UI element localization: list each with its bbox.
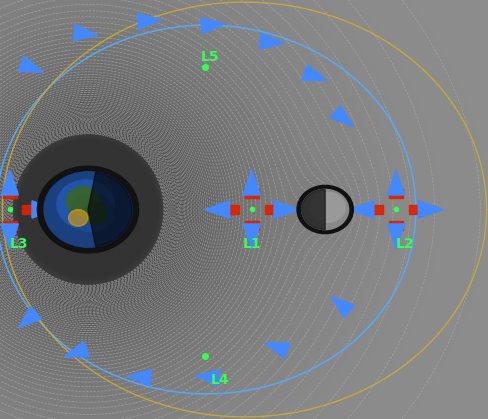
Polygon shape bbox=[408, 205, 422, 214]
Polygon shape bbox=[330, 296, 353, 318]
Circle shape bbox=[70, 194, 114, 232]
Polygon shape bbox=[301, 65, 326, 80]
Wedge shape bbox=[88, 172, 132, 247]
Circle shape bbox=[301, 189, 348, 230]
Polygon shape bbox=[243, 224, 260, 249]
Polygon shape bbox=[22, 205, 36, 214]
Circle shape bbox=[309, 192, 345, 222]
Polygon shape bbox=[417, 201, 443, 218]
Polygon shape bbox=[137, 14, 161, 30]
Text: L4: L4 bbox=[210, 373, 229, 387]
Polygon shape bbox=[1, 170, 19, 195]
Polygon shape bbox=[18, 57, 43, 72]
Text: L2: L2 bbox=[395, 237, 413, 251]
Polygon shape bbox=[201, 18, 224, 34]
Circle shape bbox=[83, 203, 107, 224]
Text: L1: L1 bbox=[242, 237, 261, 251]
Polygon shape bbox=[244, 189, 258, 198]
Circle shape bbox=[68, 210, 88, 226]
Polygon shape bbox=[244, 221, 258, 230]
Polygon shape bbox=[386, 224, 404, 249]
Circle shape bbox=[296, 185, 353, 234]
Polygon shape bbox=[204, 201, 229, 218]
Polygon shape bbox=[3, 189, 17, 198]
Polygon shape bbox=[388, 189, 402, 198]
Circle shape bbox=[66, 187, 100, 215]
Polygon shape bbox=[273, 201, 299, 218]
Polygon shape bbox=[1, 224, 19, 249]
Polygon shape bbox=[18, 307, 41, 328]
Polygon shape bbox=[348, 201, 373, 218]
Circle shape bbox=[44, 172, 132, 247]
Polygon shape bbox=[3, 221, 17, 230]
Polygon shape bbox=[195, 370, 219, 386]
Circle shape bbox=[37, 166, 138, 253]
Polygon shape bbox=[74, 25, 98, 41]
Text: L5: L5 bbox=[201, 50, 219, 64]
Polygon shape bbox=[264, 205, 278, 214]
Polygon shape bbox=[259, 33, 283, 49]
Polygon shape bbox=[264, 343, 289, 358]
Circle shape bbox=[57, 180, 114, 229]
Polygon shape bbox=[64, 341, 89, 357]
Polygon shape bbox=[386, 170, 404, 195]
Polygon shape bbox=[330, 106, 353, 127]
Wedge shape bbox=[301, 189, 325, 230]
Polygon shape bbox=[225, 205, 239, 214]
Polygon shape bbox=[32, 201, 57, 218]
Polygon shape bbox=[243, 170, 260, 195]
Polygon shape bbox=[127, 370, 151, 386]
Polygon shape bbox=[388, 221, 402, 230]
Polygon shape bbox=[369, 205, 383, 214]
Text: L3: L3 bbox=[9, 237, 28, 251]
